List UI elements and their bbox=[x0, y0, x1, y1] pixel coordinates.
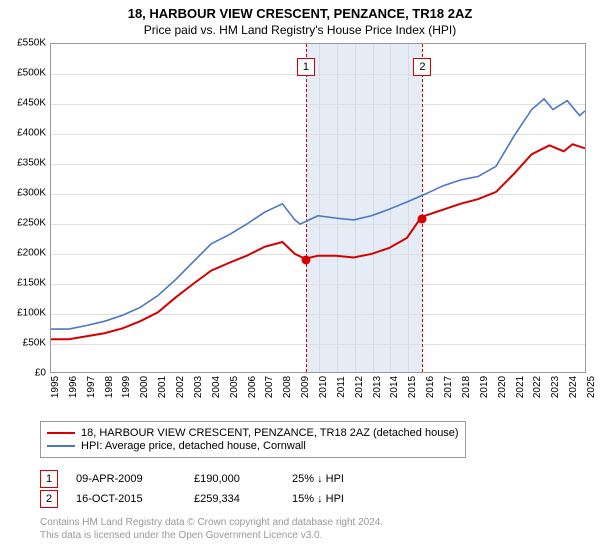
x-tick-label: 2006 bbox=[247, 376, 258, 398]
x-tick-label: 2015 bbox=[407, 376, 418, 398]
y-axis: £0£50K£100K£150K£200K£250K£300K£350K£400… bbox=[10, 43, 50, 373]
chart-subtitle: Price paid vs. HM Land Registry's House … bbox=[10, 23, 590, 37]
x-tick-label: 2013 bbox=[372, 376, 383, 398]
x-tick-label: 2019 bbox=[479, 376, 490, 398]
x-tick-label: 2009 bbox=[300, 376, 311, 398]
x-tick-label: 2025 bbox=[586, 376, 597, 398]
footer-line: Contains HM Land Registry data © Crown c… bbox=[40, 516, 590, 529]
sale-row: 1 09-APR-2009 £190,000 25% ↓ HPI bbox=[40, 470, 590, 488]
x-tick-label: 2003 bbox=[193, 376, 204, 398]
annotation-dot bbox=[418, 214, 427, 223]
sale-marker: 1 bbox=[40, 470, 58, 488]
y-tick-label: £450K bbox=[17, 98, 46, 109]
chart-container: 18, HARBOUR VIEW CRESCENT, PENZANCE, TR1… bbox=[0, 0, 600, 548]
sale-marker: 2 bbox=[40, 490, 58, 508]
y-tick-label: £500K bbox=[17, 68, 46, 79]
x-tick-label: 2010 bbox=[318, 376, 329, 398]
footer-line: This data is licensed under the Open Gov… bbox=[40, 529, 590, 542]
sale-price: £259,334 bbox=[194, 493, 274, 505]
y-tick-label: £250K bbox=[17, 218, 46, 229]
chart-area: £0 £50K £100K £150K £200K £250K £300K £350K £400… bbox=[10, 43, 590, 393]
x-tick-label: 2008 bbox=[282, 376, 293, 398]
x-tick-label: 2020 bbox=[497, 376, 508, 398]
y-tick-label: £350K bbox=[17, 158, 46, 169]
x-tick-label: 1998 bbox=[104, 376, 115, 398]
sale-pct: 25% ↓ HPI bbox=[292, 473, 344, 485]
y-tick-label: £300K bbox=[17, 188, 46, 199]
y-tick-label: £100K bbox=[17, 308, 46, 319]
legend-swatch bbox=[47, 432, 75, 434]
x-tick-label: 2022 bbox=[532, 376, 543, 398]
chart-title: 18, HARBOUR VIEW CRESCENT, PENZANCE, TR1… bbox=[10, 6, 590, 21]
annotation-marker: 2 bbox=[413, 58, 431, 76]
x-tick-label: 2012 bbox=[354, 376, 365, 398]
series-hpi bbox=[51, 99, 585, 329]
y-tick-label: £550K bbox=[17, 38, 46, 49]
annotation-marker: 1 bbox=[297, 58, 315, 76]
sales-table: 1 09-APR-2009 £190,000 25% ↓ HPI 2 16-OC… bbox=[40, 470, 590, 508]
x-tick-label: 2004 bbox=[211, 376, 222, 398]
sale-date: 16-OCT-2015 bbox=[76, 493, 176, 505]
x-tick-label: 2017 bbox=[443, 376, 454, 398]
sale-date: 09-APR-2009 bbox=[76, 473, 176, 485]
legend-item-hpi: HPI: Average price, detached house, Corn… bbox=[47, 440, 459, 452]
y-tick-label: £200K bbox=[17, 248, 46, 259]
y-tick-label: £150K bbox=[17, 278, 46, 289]
x-tick-label: 2024 bbox=[568, 376, 579, 398]
x-tick-label: 2001 bbox=[157, 376, 168, 398]
sale-pct: 15% ↓ HPI bbox=[292, 493, 344, 505]
x-tick-label: 2007 bbox=[264, 376, 275, 398]
annotation-dot bbox=[301, 256, 310, 265]
x-tick-label: 1995 bbox=[50, 376, 61, 398]
legend-label: HPI: Average price, detached house, Corn… bbox=[81, 440, 306, 452]
x-tick-label: 1997 bbox=[86, 376, 97, 398]
x-tick-label: 2018 bbox=[461, 376, 472, 398]
sale-price: £190,000 bbox=[194, 473, 274, 485]
x-tick-label: 2023 bbox=[550, 376, 561, 398]
series-property bbox=[51, 144, 585, 339]
x-tick-label: 2005 bbox=[229, 376, 240, 398]
legend-item-property: 18, HARBOUR VIEW CRESCENT, PENZANCE, TR1… bbox=[47, 427, 459, 439]
legend-swatch bbox=[47, 445, 75, 447]
y-tick-label: £400K bbox=[17, 128, 46, 139]
y-tick-label: £0 bbox=[35, 368, 46, 379]
legend-label: 18, HARBOUR VIEW CRESCENT, PENZANCE, TR1… bbox=[81, 427, 459, 439]
x-tick-label: 2021 bbox=[515, 376, 526, 398]
x-tick-label: 2016 bbox=[425, 376, 436, 398]
y-tick-label: £50K bbox=[23, 338, 46, 349]
x-tick-label: 2014 bbox=[389, 376, 400, 398]
x-tick-label: 2000 bbox=[139, 376, 150, 398]
x-tick-label: 1999 bbox=[121, 376, 132, 398]
x-axis: 1995199619971998199920002001200220032004… bbox=[50, 373, 586, 393]
x-tick-label: 2002 bbox=[175, 376, 186, 398]
legend: 18, HARBOUR VIEW CRESCENT, PENZANCE, TR1… bbox=[40, 421, 466, 458]
x-tick-label: 1996 bbox=[68, 376, 79, 398]
footer: Contains HM Land Registry data © Crown c… bbox=[40, 516, 590, 542]
chart-lines bbox=[51, 44, 585, 372]
sale-row: 2 16-OCT-2015 £259,334 15% ↓ HPI bbox=[40, 490, 590, 508]
plot-area: 12 bbox=[50, 43, 586, 373]
x-tick-label: 2011 bbox=[336, 376, 347, 398]
